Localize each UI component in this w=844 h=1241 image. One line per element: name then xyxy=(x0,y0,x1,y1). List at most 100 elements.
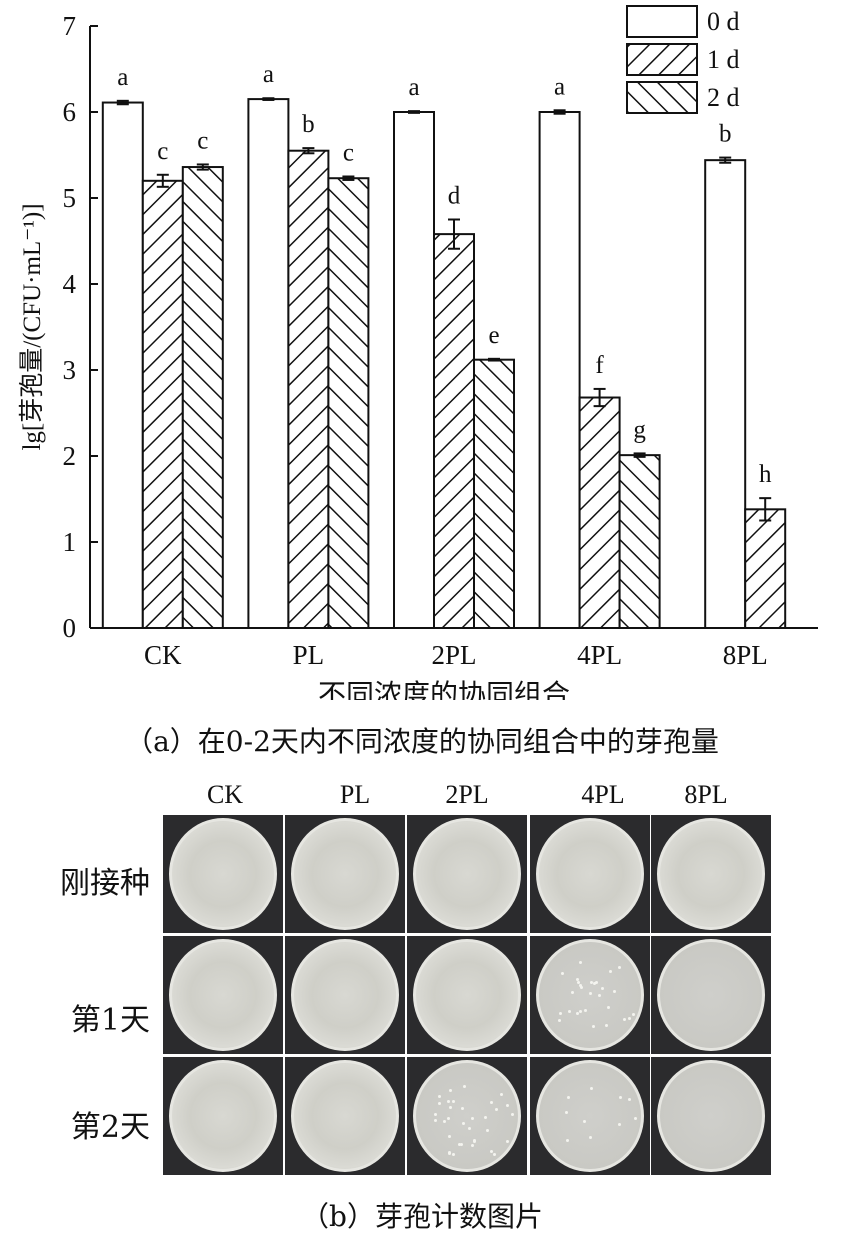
colony xyxy=(506,1140,510,1144)
colony-layer xyxy=(539,821,641,927)
colony xyxy=(467,1126,471,1130)
colony xyxy=(580,986,584,990)
x-tick-label: 4PL xyxy=(577,640,622,670)
colony xyxy=(600,986,604,990)
colony xyxy=(437,1101,441,1105)
x-axis-label: 不同浓度的协同组合 xyxy=(318,678,570,700)
bar xyxy=(287,149,330,629)
column-header: PL xyxy=(339,780,371,809)
y-tick-label: 6 xyxy=(63,97,77,127)
colony xyxy=(592,1025,596,1029)
colony xyxy=(597,994,601,998)
colony xyxy=(590,1086,594,1090)
colony xyxy=(627,1098,631,1102)
y-tick-label: 7 xyxy=(63,11,77,41)
colony-layer xyxy=(660,1063,762,1169)
petri-dish xyxy=(657,1060,765,1172)
colony xyxy=(559,1012,563,1016)
colony xyxy=(489,1150,493,1154)
petri-dish xyxy=(169,818,277,930)
legend-swatch xyxy=(626,81,698,114)
colony xyxy=(438,1094,442,1098)
colony xyxy=(449,1089,453,1093)
petri-dish xyxy=(291,939,399,1051)
x-tick-label: PL xyxy=(293,640,325,670)
colony xyxy=(495,1108,499,1112)
colony xyxy=(617,1122,621,1126)
x-tick-label: 8PL xyxy=(723,640,768,670)
colony xyxy=(560,972,564,976)
petri-plate-photo xyxy=(285,936,405,1054)
colony xyxy=(576,978,579,982)
colony xyxy=(558,1018,562,1022)
colony xyxy=(613,989,617,993)
significance-letter: h xyxy=(759,461,772,488)
significance-letter: a xyxy=(554,73,565,100)
colony-layer xyxy=(660,942,762,1048)
colony-layer xyxy=(660,821,762,927)
petri-plate-photo xyxy=(407,1057,527,1175)
petri-plate-photo xyxy=(163,936,283,1054)
colony-layer xyxy=(294,821,396,927)
significance-letter: b xyxy=(719,121,732,148)
bar xyxy=(578,396,621,629)
petri-dish xyxy=(291,818,399,930)
petri-plate-photo xyxy=(651,936,771,1054)
bar xyxy=(473,358,515,629)
colony xyxy=(462,1121,466,1125)
y-axis-label: lg[芽孢量/(CFU·mL⁻¹)] xyxy=(18,203,46,450)
colony-layer xyxy=(416,821,518,927)
colony xyxy=(463,1084,467,1088)
significance-letter: b xyxy=(302,111,315,138)
x-tick-label: 2PL xyxy=(431,640,476,670)
column-header: 8PL xyxy=(684,780,728,809)
colony xyxy=(447,1100,451,1104)
petri-plate-photo xyxy=(285,1057,405,1175)
significance-letter: f xyxy=(595,352,604,379)
bar xyxy=(618,454,661,630)
colony xyxy=(484,1115,488,1119)
petri-dish xyxy=(413,818,521,930)
colony xyxy=(628,1017,631,1021)
significance-letter: e xyxy=(488,322,499,349)
colony xyxy=(510,1112,514,1116)
colony-layer xyxy=(416,942,518,1048)
significance-letter: c xyxy=(343,140,354,167)
petri-dish xyxy=(413,1060,521,1172)
petri-plate-photo xyxy=(285,815,405,933)
colony xyxy=(578,1009,582,1013)
colony xyxy=(583,1120,587,1124)
y-tick-label: 5 xyxy=(63,183,77,213)
petri-dish xyxy=(291,1060,399,1172)
colony xyxy=(448,1135,452,1139)
colony xyxy=(619,1096,623,1100)
colony xyxy=(505,1104,509,1108)
y-tick-label: 2 xyxy=(63,441,77,471)
colony xyxy=(578,960,582,964)
petri-plate-photo xyxy=(163,1057,283,1175)
colony xyxy=(492,1153,496,1157)
bar xyxy=(327,177,370,629)
column-header: 2PL xyxy=(445,780,489,809)
row-label: 刚接种 xyxy=(60,866,150,901)
column-header: 4PL xyxy=(581,780,625,809)
bar xyxy=(247,98,290,630)
petri-dish xyxy=(536,1060,644,1172)
bar xyxy=(141,179,184,630)
petri-plate-photo xyxy=(651,1057,771,1175)
legend-swatch xyxy=(626,43,698,76)
colony xyxy=(451,1099,455,1103)
legend-label: 1 d xyxy=(707,45,740,74)
significance-letter: a xyxy=(117,64,128,91)
significance-letter: c xyxy=(157,138,168,165)
row-label: 第2天 xyxy=(70,1110,150,1145)
y-tick-label: 1 xyxy=(63,527,77,557)
bar xyxy=(538,111,581,629)
bar xyxy=(101,101,144,630)
colony-layer xyxy=(539,942,641,1048)
colony-layer xyxy=(172,942,274,1048)
colony xyxy=(617,966,621,970)
colony xyxy=(485,1129,489,1133)
colony xyxy=(576,1011,580,1015)
